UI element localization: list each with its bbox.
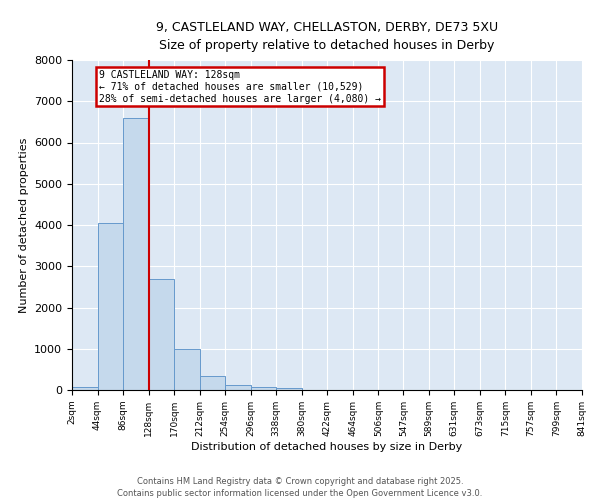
Bar [174, 349, 200, 390]
Y-axis label: Number of detached properties: Number of detached properties [19, 138, 29, 312]
Bar [200, 376, 225, 390]
Bar [149, 278, 174, 390]
Bar [72, 387, 98, 390]
Title: 9, CASTLELAND WAY, CHELLASTON, DERBY, DE73 5XU
Size of property relative to deta: 9, CASTLELAND WAY, CHELLASTON, DERBY, DE… [156, 21, 498, 52]
Bar [225, 384, 251, 390]
Bar [276, 388, 302, 390]
Bar [251, 387, 276, 390]
X-axis label: Distribution of detached houses by size in Derby: Distribution of detached houses by size … [191, 442, 463, 452]
Bar [98, 223, 123, 390]
Bar [123, 118, 149, 390]
Text: 9 CASTLELAND WAY: 128sqm
← 71% of detached houses are smaller (10,529)
28% of se: 9 CASTLELAND WAY: 128sqm ← 71% of detach… [99, 70, 381, 104]
Text: Contains HM Land Registry data © Crown copyright and database right 2025.
Contai: Contains HM Land Registry data © Crown c… [118, 476, 482, 498]
